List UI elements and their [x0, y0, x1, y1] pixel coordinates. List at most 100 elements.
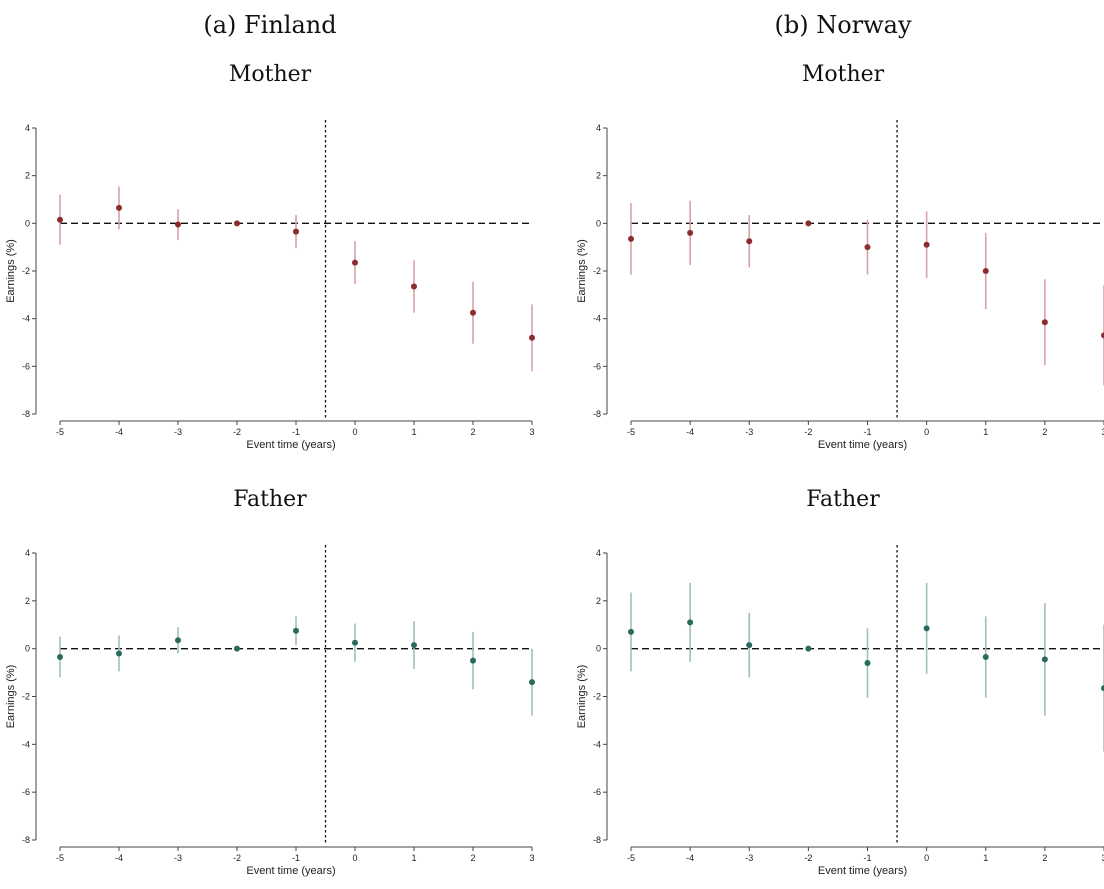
- chart-panel-2: Mother -8 -6 -4 -2 0 2 4 Earnings (%) -5 -4 -3 -2 -1 0…: [576, 62, 1104, 451]
- x-tick-label: 2: [1042, 853, 1047, 863]
- x-axis-label: Event time (years): [818, 439, 907, 451]
- y-tick-label: -4: [22, 314, 30, 324]
- data-point: [687, 229, 694, 236]
- x-tick-label: -1: [292, 427, 300, 437]
- data-point: [234, 220, 240, 227]
- y-tick-label: 0: [25, 218, 30, 228]
- data-point: [1101, 685, 1104, 692]
- x-tick-label: -5: [627, 427, 635, 437]
- y-tick-label: 2: [596, 596, 601, 606]
- y-tick-label: -6: [593, 361, 601, 371]
- x-tick-label: -5: [56, 427, 64, 437]
- data-point: [57, 654, 63, 661]
- panel-title-finland: (a) Finland: [203, 11, 336, 39]
- y-tick-label: -6: [22, 787, 30, 797]
- data-point: [982, 268, 989, 274]
- x-tick-label: -2: [804, 427, 812, 437]
- x-tick-label: -5: [627, 853, 635, 863]
- x-tick-label: 3: [1101, 427, 1104, 437]
- data-point: [746, 642, 753, 649]
- y-tick-label: 2: [25, 596, 30, 606]
- data-point: [293, 228, 299, 235]
- y-tick-label: 2: [596, 171, 601, 181]
- x-tick-label: -3: [745, 427, 753, 437]
- y-tick-label: -2: [22, 692, 30, 702]
- data-point: [470, 657, 476, 664]
- plots-group: Mother -8 -6 -4 -2 0 2 4 Earnings (%) -5 -4 -3 -2 -1 0…: [5, 62, 1104, 877]
- x-tick-label: -3: [745, 853, 753, 863]
- y-axis-label: Earnings (%): [5, 239, 17, 303]
- y-tick-label: 0: [596, 218, 601, 228]
- x-tick-label: -2: [233, 853, 241, 863]
- data-point: [746, 238, 753, 245]
- y-tick-label: 4: [25, 123, 30, 133]
- x-tick-label: 0: [924, 427, 929, 437]
- x-tick-label: -4: [686, 427, 694, 437]
- y-axis-label: Earnings (%): [576, 239, 588, 303]
- y-tick-label: -4: [593, 314, 601, 324]
- x-tick-label: -2: [233, 427, 241, 437]
- data-point: [1041, 656, 1048, 663]
- x-tick-label: -4: [115, 853, 123, 863]
- x-axis-label: Event time (years): [818, 865, 907, 877]
- x-tick-label: 0: [352, 853, 357, 863]
- data-point: [864, 244, 871, 251]
- x-tick-label: 2: [470, 853, 475, 863]
- x-axis-label: Event time (years): [246, 439, 335, 451]
- y-tick-label: -4: [22, 739, 30, 749]
- chart-title: Father: [806, 487, 880, 512]
- x-tick-label: -4: [686, 853, 694, 863]
- x-tick-label: 2: [1042, 427, 1047, 437]
- x-tick-label: 3: [529, 853, 534, 863]
- y-axis-label: Earnings (%): [576, 665, 588, 729]
- x-axis-label: Event time (years): [246, 865, 335, 877]
- x-tick-label: -5: [56, 853, 64, 863]
- y-tick-label: -2: [22, 266, 30, 276]
- x-tick-label: -1: [863, 427, 871, 437]
- data-point: [529, 679, 535, 686]
- x-tick-label: -2: [804, 853, 812, 863]
- y-tick-label: 4: [25, 548, 30, 558]
- x-tick-label: -4: [115, 427, 123, 437]
- data-point: [116, 650, 122, 657]
- y-axis-label: Earnings (%): [5, 665, 17, 729]
- data-point: [923, 241, 930, 248]
- y-tick-label: -2: [593, 266, 601, 276]
- chart-title: Father: [233, 487, 307, 512]
- chart-title: Mother: [802, 62, 885, 87]
- y-tick-label: -4: [593, 739, 601, 749]
- x-tick-label: -1: [863, 853, 871, 863]
- x-tick-label: 1: [411, 427, 416, 437]
- data-point: [529, 334, 535, 341]
- data-point: [175, 221, 181, 228]
- data-point: [57, 216, 63, 223]
- x-tick-label: 1: [983, 427, 988, 437]
- x-tick-label: -3: [174, 853, 182, 863]
- x-tick-label: 3: [1101, 853, 1104, 863]
- data-point: [411, 642, 417, 649]
- y-tick-label: 0: [25, 644, 30, 654]
- data-point: [864, 660, 871, 667]
- y-tick-label: 4: [596, 548, 601, 558]
- data-point: [293, 627, 299, 634]
- chart-title: Mother: [229, 62, 312, 87]
- y-tick-label: -8: [593, 835, 601, 845]
- y-tick-label: 2: [25, 171, 30, 181]
- x-tick-label: -3: [174, 427, 182, 437]
- y-tick-label: 4: [596, 123, 601, 133]
- y-tick-label: -8: [22, 835, 30, 845]
- data-point: [352, 639, 358, 646]
- data-point: [411, 283, 417, 290]
- x-tick-label: 0: [924, 853, 929, 863]
- data-point: [175, 637, 181, 644]
- data-point: [805, 220, 812, 227]
- data-point: [628, 235, 634, 242]
- data-point: [982, 654, 989, 661]
- x-tick-label: 1: [411, 853, 416, 863]
- chart-panel-3: Father -8 -6 -4 -2 0 2 4 Earnings (%) -5 -4 -3 -2 -1 0…: [5, 487, 535, 877]
- data-point: [470, 309, 476, 316]
- x-tick-label: 1: [983, 853, 988, 863]
- x-tick-label: 3: [529, 427, 534, 437]
- x-tick-label: 0: [352, 427, 357, 437]
